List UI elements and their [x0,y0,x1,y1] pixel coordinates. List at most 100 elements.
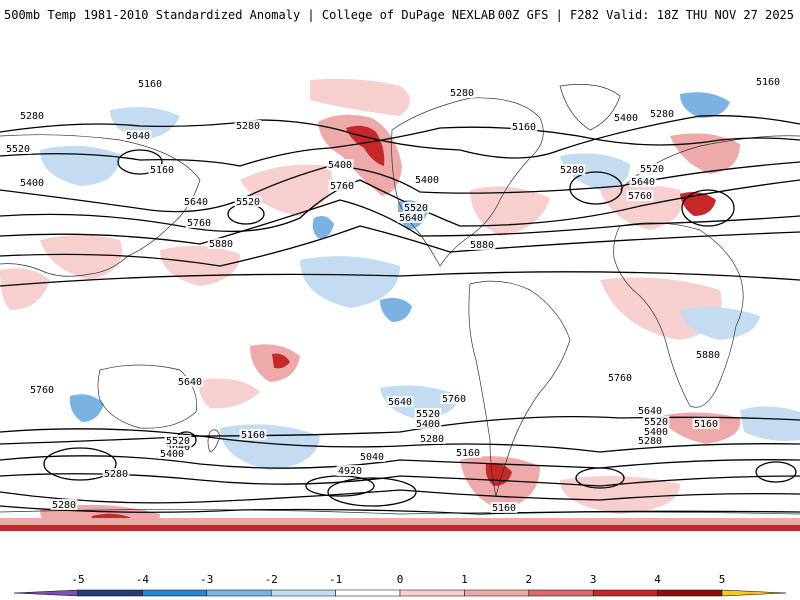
contour-label-bg [239,429,267,440]
contour-low-south-1 [43,447,117,481]
contour-label-bg [629,176,657,187]
contour-label-bg [636,405,664,416]
coastlines [0,84,800,515]
colorbar-tick-label: -3 [200,573,213,586]
contour-label-bg [558,164,586,175]
contour-label-bg [18,177,46,188]
colorbar-ticks: -5 -4 -3 -2 -1 0 1 2 3 4 5 [71,573,725,586]
anomaly-warm-europe [600,185,682,230]
contour-low-atlantic [569,171,623,205]
colorbar-swatch [592,589,658,597]
contour-label-bg [148,164,176,175]
contour-label: 5280 [20,111,44,122]
contour-label: 5400 [644,427,668,438]
contour-label: 5400 [614,113,638,124]
contour-label-bg [164,441,192,452]
anomaly-warm-north-pacific [310,78,410,116]
contour-label: 5880 [470,240,494,251]
contour-label: 5280 [450,88,474,99]
contour-label-bg [510,121,538,132]
contour-label: 5880 [696,350,720,361]
contour-label: 5160 [756,77,780,88]
colorbar-swatch-under [13,589,79,597]
contour-label: 5760 [30,385,54,396]
contour-label-bg [136,78,164,89]
colorbar-swatch [335,589,401,597]
contour-5160-north [0,115,800,159]
contour-label-bg [326,159,354,170]
contour-label-bg [28,384,56,395]
contour-label: 5520 [644,417,668,428]
contour-label-bg [234,196,262,207]
coastline-new-zealand [207,429,221,453]
anomaly-cold-scandinavia [680,92,730,118]
contour-label: 5400 [416,419,440,430]
contour-label-bg [414,418,442,429]
contour-label-bg [397,212,425,223]
contour-label-bg [158,448,186,459]
contour-label: 5400 [328,160,352,171]
contour-label-bg [468,239,496,250]
contour-5160-south [0,505,800,515]
contour-label: 5520 [166,436,190,447]
contour-label: 5760 [442,394,466,405]
colorbar-swatch [142,589,208,597]
contour-label-bg [336,465,364,476]
contour-low-south-3 [755,461,797,483]
contour-label-bg [692,418,720,429]
contour-5640-north [0,199,800,245]
contour-label: 5640 [388,397,412,408]
contour-label-bg [648,108,676,119]
contour-label-bg [694,349,722,360]
anomaly-warm-pacific [240,164,332,216]
contour-5760-north [0,225,800,267]
colorbar-tick-label: 1 [461,573,468,586]
colorbar-swatch [528,589,594,597]
contour-label-bg [454,447,482,458]
anomaly-warm-south-pacific [199,378,260,409]
colorbar-swatch [464,589,530,597]
contour-label: 5520 [6,144,30,155]
anomaly-hot-tropics [272,353,290,369]
contour-5520-north [0,179,800,233]
coastline-australia [97,364,197,429]
contour-5040-low-south [327,477,417,507]
contour-5640-south [0,435,800,453]
contour-label: 5400 [20,178,44,189]
colorbar-swatch [270,589,336,597]
contour-label-bg [164,435,192,446]
contour-label-bg [638,163,666,174]
contour-label: 5760 [330,181,354,192]
contour-label: 5400 [415,175,439,186]
colorbar-swatches [13,589,787,597]
anomaly-warm-india [0,268,50,310]
contour-label: 5160 [241,430,265,441]
contour-label: 5280 [650,109,674,120]
contour-label-bg [102,468,130,479]
contour-label-bg [606,372,634,383]
anomaly-cold-central-pacific [300,256,400,308]
contour-label-bg [185,217,213,228]
coastline-antarctica [0,509,800,515]
contour-label-bg [50,499,78,510]
colorbar-swatch [206,589,272,597]
contour-label-bg [626,190,654,201]
contour-label-bg [418,433,446,444]
colorbar-tick-label: -2 [265,573,278,586]
contour-label-bg [176,376,204,387]
contour-label-bg [754,76,782,87]
contour-label: 5880 [209,239,233,250]
contour-label: 5280 [236,121,260,132]
colorbar-swatch [77,589,143,597]
contour-low-south-2 [575,467,625,489]
coastline-asia-west [0,134,201,277]
contour-label: 5760 [608,373,632,384]
contour-label-bg [402,202,430,213]
height-contours [0,115,800,515]
contour-label: 5760 [628,191,652,202]
contour-label: 5640 [166,442,190,453]
contour-label-bg [490,502,518,513]
colorbar-tick-label: 2 [525,573,532,586]
contour-label-bg [386,396,414,407]
